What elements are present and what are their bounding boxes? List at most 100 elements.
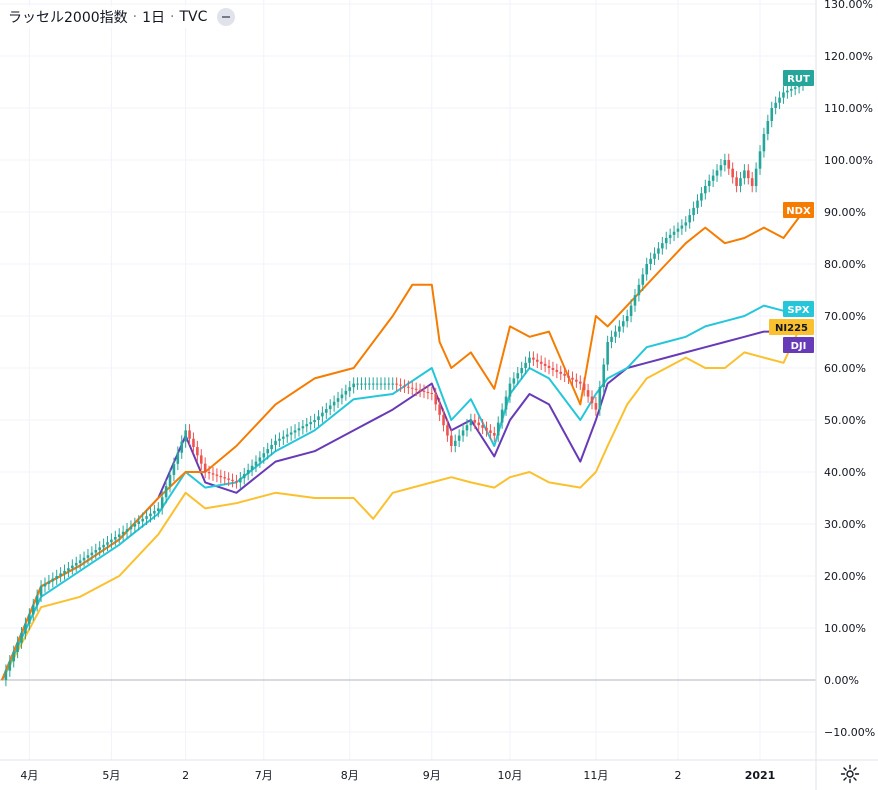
candle-body — [125, 529, 129, 532]
gear-icon[interactable] — [840, 764, 860, 784]
candle-body — [446, 425, 449, 436]
y-tick-label: 70.00% — [824, 310, 866, 323]
candle-body — [575, 379, 578, 382]
candle-body — [481, 425, 484, 428]
candle-body — [793, 87, 797, 89]
candle-body — [98, 547, 101, 550]
candle-body — [371, 383, 375, 385]
candle-body — [246, 469, 250, 475]
candle-body — [71, 565, 74, 569]
candle-body — [203, 463, 207, 472]
candle-body — [786, 90, 789, 93]
candle-body — [625, 316, 629, 322]
candle-body — [618, 326, 621, 332]
y-tick-label: −10.00% — [824, 726, 875, 739]
candle-body — [766, 121, 770, 134]
candle-body — [711, 175, 715, 181]
candle-body — [344, 390, 348, 395]
candle-body — [250, 465, 254, 470]
candle-body — [407, 386, 410, 388]
candle-body — [750, 178, 754, 186]
candle-body — [532, 357, 535, 360]
candle-body — [610, 336, 613, 342]
candle-body — [102, 544, 105, 548]
candle-body — [399, 384, 402, 386]
end-label-ndx[interactable]: NDX — [783, 202, 814, 218]
candle-body — [242, 474, 246, 479]
symbol-name[interactable]: ラッセル2000指数 — [8, 10, 128, 26]
candle-body — [164, 486, 168, 498]
candle-body — [477, 422, 480, 426]
candle-body — [434, 394, 438, 405]
candle-body — [700, 193, 703, 201]
end-label-bg — [769, 319, 814, 335]
end-label-rut[interactable]: RUT — [783, 70, 814, 86]
candle-body — [688, 215, 691, 223]
candle-body — [508, 383, 512, 397]
candle-body — [121, 531, 125, 535]
candle-body — [375, 383, 379, 385]
candle-body — [305, 424, 309, 427]
end-label-spx[interactable]: SPX — [783, 301, 814, 317]
candle-body — [270, 444, 273, 450]
candle-body — [571, 377, 574, 380]
candle-body — [47, 581, 51, 584]
candle-body — [367, 383, 371, 385]
series-line-ni225 — [1, 320, 804, 681]
y-tick-label: 60.00% — [824, 362, 866, 375]
candle-body — [231, 479, 234, 482]
x-tick-label: 7月 — [255, 769, 273, 782]
candle-body — [192, 438, 195, 448]
candle-body — [31, 605, 35, 615]
candle-body — [563, 373, 566, 376]
candle-body — [641, 274, 645, 285]
end-label-bg — [783, 202, 814, 218]
candle-body — [512, 378, 516, 384]
candle-body — [387, 383, 391, 385]
candle-body — [746, 170, 750, 179]
candle-body — [590, 396, 594, 404]
candle-body — [504, 396, 508, 410]
candle-body — [258, 457, 262, 462]
candle-body — [442, 414, 445, 426]
y-tick-label: 120.00% — [824, 50, 873, 63]
candle-body — [422, 390, 426, 392]
x-tick-label: 2 — [182, 769, 189, 782]
end-label-dji[interactable]: DJI — [783, 337, 814, 353]
candle-body — [438, 404, 441, 415]
candle-body — [473, 420, 477, 423]
interval-label[interactable]: 1日 — [142, 10, 166, 26]
y-tick-label: 110.00% — [824, 102, 873, 115]
minus-icon[interactable] — [217, 8, 236, 26]
candle-body — [723, 160, 727, 166]
candle-body — [297, 428, 301, 431]
candle-body — [450, 435, 453, 446]
end-label-bg — [783, 70, 814, 86]
candle-body — [391, 383, 395, 385]
candle-body — [457, 435, 461, 441]
candle-body — [266, 449, 269, 454]
series-line-ndx — [1, 211, 804, 681]
candle-body — [645, 264, 649, 275]
candle-body — [758, 151, 762, 169]
x-tick-label: 4月 — [20, 769, 38, 782]
candle-body — [547, 365, 551, 368]
end-label-ni225[interactable]: NI225 — [769, 319, 814, 335]
candle-body — [235, 481, 238, 483]
candle-body — [418, 389, 422, 391]
end-label-text: NI225 — [775, 323, 808, 334]
series-line-spx — [1, 304, 804, 681]
candle-body — [778, 97, 781, 103]
candle-body — [594, 403, 598, 410]
candle-body — [516, 373, 520, 379]
candle-body — [360, 383, 363, 385]
candle-body — [602, 364, 606, 388]
separator-dot: · — [170, 9, 175, 25]
candle-body — [789, 88, 793, 91]
x-tick-label: 8月 — [341, 769, 359, 782]
candle-body — [410, 387, 414, 389]
candle-body — [430, 392, 434, 394]
candle-body — [379, 383, 383, 385]
